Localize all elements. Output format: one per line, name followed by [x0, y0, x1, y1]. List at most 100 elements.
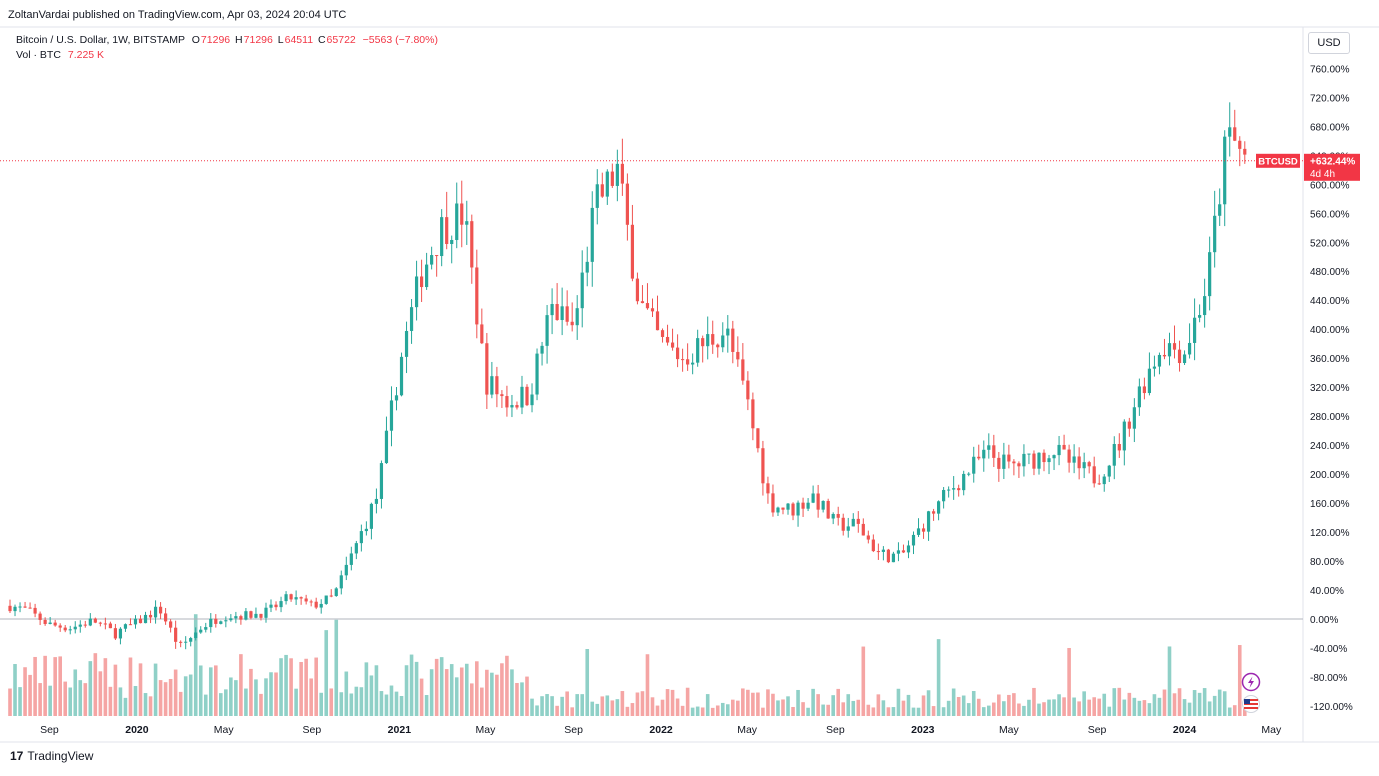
high-label: H: [235, 34, 243, 46]
candle-body: [936, 501, 941, 514]
candle-body: [103, 623, 107, 625]
candle-body: [791, 503, 795, 516]
candle-body: [430, 255, 434, 265]
candle-body: [987, 445, 991, 450]
candle-body: [1052, 455, 1056, 459]
candle-body: [334, 588, 338, 596]
volume-bar: [615, 699, 620, 716]
volume-bar: [304, 658, 308, 716]
candle-body: [63, 627, 67, 631]
volume-bar: [1072, 697, 1076, 716]
candle-body: [786, 503, 790, 510]
volume-bar: [309, 678, 313, 716]
candle-body: [284, 594, 288, 602]
volume-bar: [1202, 688, 1207, 716]
volume-bar: [791, 706, 795, 716]
y-tick-label: -40.00%: [1310, 644, 1347, 655]
axis-icons: [1241, 672, 1261, 713]
volume-label[interactable]: Vol · BTC: [16, 49, 61, 61]
volume-bar: [294, 688, 298, 716]
candle-body: [962, 473, 966, 491]
candle-body: [349, 553, 353, 565]
volume-bar: [444, 669, 449, 716]
volume-bar: [560, 696, 564, 716]
volume-bar: [224, 689, 228, 716]
symbol-title[interactable]: Bitcoin / U.S. Dollar, 1W, BITSTAMP: [16, 34, 185, 46]
volume-bar: [500, 663, 504, 716]
candle-body: [279, 601, 283, 608]
candle-body: [319, 603, 323, 608]
candle-body: [771, 493, 775, 513]
volume-bar: [138, 663, 143, 716]
x-tick-label: Sep: [826, 724, 845, 736]
candle-body: [605, 171, 609, 197]
volume-bar: [540, 696, 544, 716]
volume-bar: [339, 692, 344, 716]
volume-bar: [841, 702, 846, 716]
volume-bar: [941, 707, 946, 716]
candle-body: [620, 163, 624, 184]
candle-body: [1072, 456, 1076, 463]
volume-bar: [992, 702, 996, 716]
us-flag-icon[interactable]: [1242, 695, 1260, 713]
volume-bar: [168, 678, 173, 716]
candle-body: [982, 449, 986, 459]
candle-body: [169, 621, 173, 628]
candle-body: [977, 456, 981, 459]
time-axis[interactable]: Sep 2020 May Sep 2021 May Sep 2022 May Sep 2023 May…: [40, 724, 1282, 736]
candle-body: [1122, 421, 1126, 451]
candle-body: [841, 517, 845, 531]
candle-body: [1027, 453, 1031, 455]
y-tick-label: 120.00%: [1310, 528, 1350, 539]
volume-bar: [1232, 705, 1237, 716]
volume-bar: [580, 694, 585, 716]
volume-bar: [1207, 701, 1212, 716]
symbol-legend: Bitcoin / U.S. Dollar, 1W, BITSTAMP O712…: [16, 33, 438, 63]
candle-body: [419, 276, 424, 288]
candle-body: [625, 183, 629, 225]
volume-bar: [986, 705, 991, 716]
footer-brand-name: TradingView: [27, 749, 94, 763]
volume-bar: [183, 676, 188, 716]
y-tick-label: 280.00%: [1310, 412, 1350, 423]
lightning-icon[interactable]: [1241, 672, 1261, 692]
volume-bar: [956, 696, 961, 716]
candle-body: [274, 604, 278, 608]
symbol-badge-label: BTCUSD: [1258, 156, 1298, 167]
volume-bar: [816, 694, 820, 716]
volume-bar: [404, 665, 409, 716]
candle-body: [957, 488, 961, 491]
candle-body: [33, 607, 37, 614]
candle-body: [756, 428, 760, 449]
candle-body: [1047, 458, 1051, 463]
volume-bar: [163, 682, 168, 716]
volume-bar: [1062, 697, 1066, 716]
volume-bar: [459, 667, 464, 716]
candle-body: [1067, 449, 1071, 463]
volume-bar: [38, 683, 42, 716]
candle-body: [113, 628, 118, 639]
candle-body: [269, 604, 273, 608]
candle-body: [881, 549, 885, 552]
candle-body: [128, 624, 133, 626]
volume-bar: [279, 658, 283, 716]
volume-bar: [1057, 694, 1061, 716]
candle-body: [751, 399, 755, 429]
candle-body: [174, 627, 178, 642]
candle-body: [796, 502, 800, 516]
currency-button[interactable]: USD: [1308, 32, 1350, 54]
volume-bar: [384, 694, 389, 716]
candle-body: [259, 613, 263, 618]
candle-body: [404, 330, 409, 357]
volume-bar: [469, 683, 474, 716]
volume-bar: [319, 692, 324, 716]
volume-bar: [364, 662, 369, 716]
volume-bar: [685, 687, 690, 716]
x-tick-label: Sep: [1088, 724, 1107, 736]
y-tick-label: 40.00%: [1310, 586, 1344, 597]
volume-bar: [244, 688, 248, 716]
candle-body: [660, 330, 665, 337]
candle-body: [48, 622, 52, 624]
volume-bar: [1157, 697, 1162, 716]
